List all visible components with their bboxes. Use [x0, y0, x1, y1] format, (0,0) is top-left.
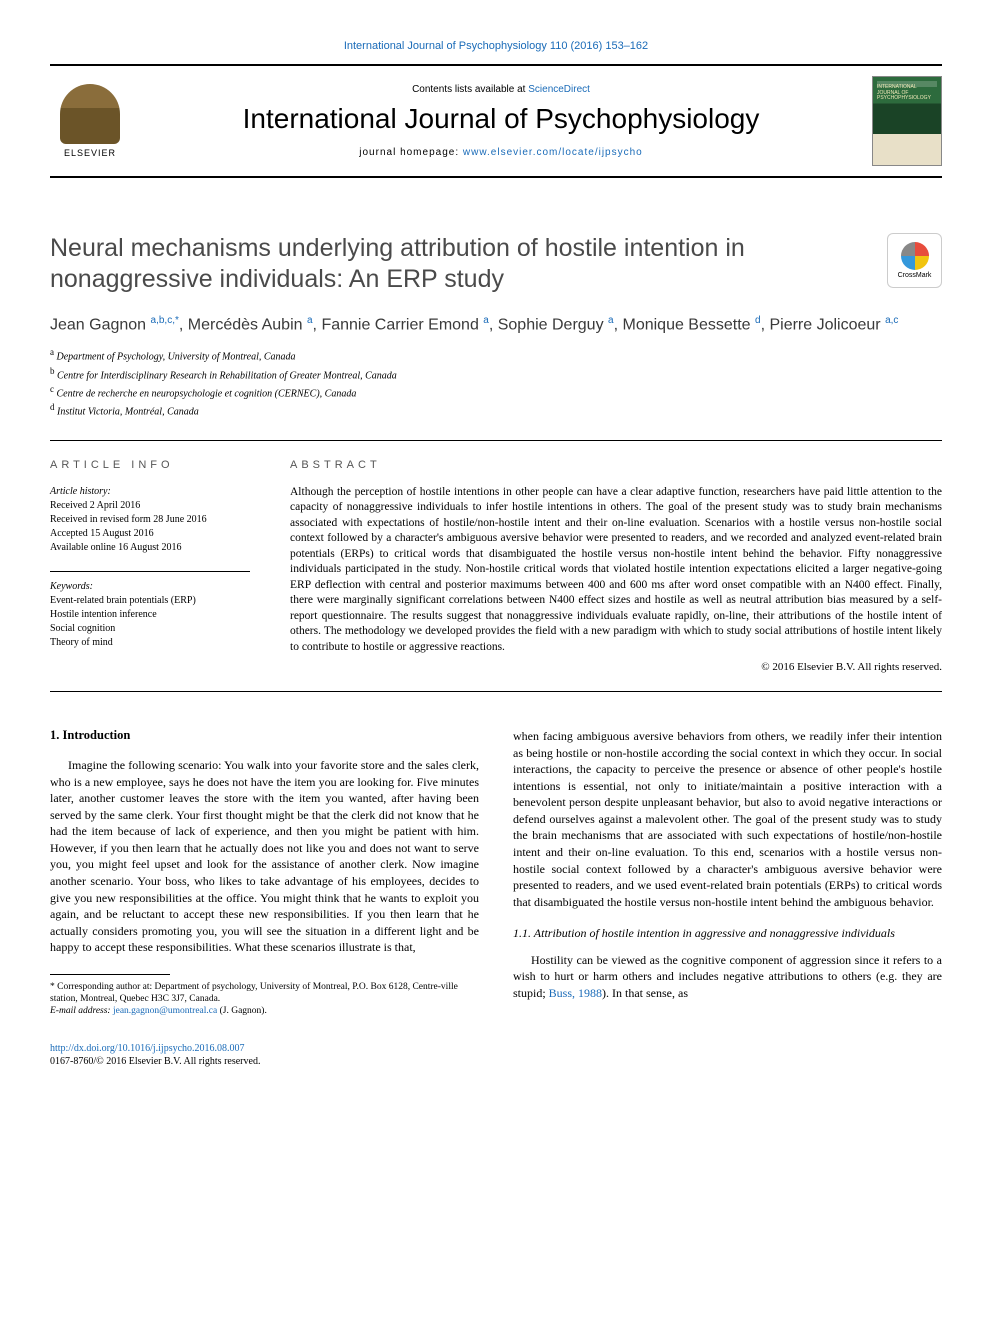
contents-line: Contents lists available at ScienceDirec…	[130, 84, 872, 95]
affiliation-line: b Centre for Interdisciplinary Research …	[50, 365, 942, 383]
page-footer: http://dx.doi.org/10.1016/j.ijpsycho.201…	[50, 1042, 942, 1068]
issn-copyright: 0167-8760/© 2016 Elsevier B.V. All right…	[50, 1056, 260, 1067]
history-line: Accepted 15 August 2016	[50, 527, 250, 541]
abstract-label: abstract	[290, 459, 942, 471]
affiliation-line: a Department of Psychology, University o…	[50, 346, 942, 364]
email-person: (J. Gagnon).	[220, 1006, 267, 1016]
history-line: Available online 16 August 2016	[50, 541, 250, 555]
journal-header: ELSEVIER Contents lists available at Sci…	[50, 64, 942, 178]
citation-link[interactable]: Buss, 1988	[549, 986, 602, 1000]
elsevier-tree-icon	[60, 84, 120, 144]
intro-paragraph: Imagine the following scenario: You walk…	[50, 757, 479, 956]
crossmark-badge[interactable]: CrossMark	[887, 233, 942, 288]
email-footnote: E-mail address: jean.gagnon@umontreal.ca…	[50, 1005, 479, 1017]
affiliation-line: d Institut Victoria, Montréal, Canada	[50, 401, 942, 419]
crossmark-label: CrossMark	[898, 272, 932, 279]
subsection-heading: 1.1. Attribution of hostile intention in…	[513, 926, 942, 942]
abstract-copyright: © 2016 Elsevier B.V. All rights reserved…	[290, 661, 942, 673]
homepage-prefix: journal homepage:	[359, 147, 463, 158]
journal-name: International Journal of Psychophysiolog…	[130, 103, 872, 135]
history-line: Received 2 April 2016	[50, 499, 250, 513]
keyword: Event-related brain potentials (ERP)	[50, 594, 250, 608]
corresponding-author-footnote: * Corresponding author at: Department of…	[50, 981, 479, 1006]
col2-paragraph: when facing ambiguous aversive behaviors…	[513, 728, 942, 910]
contents-prefix: Contents lists available at	[412, 84, 528, 95]
authors-line: Jean Gagnon a,b,c,*, Mercédès Aubin a, F…	[50, 314, 942, 337]
keyword: Social cognition	[50, 622, 250, 636]
history-label: Article history:	[50, 485, 250, 499]
article-title: Neural mechanisms underlying attribution…	[50, 233, 942, 296]
email-label: E-mail address:	[50, 1006, 111, 1016]
journal-cover-thumb: INTERNATIONAL JOURNAL OF PSYCHOPHYSIOLOG…	[872, 76, 942, 166]
homepage-link[interactable]: www.elsevier.com/locate/ijpsycho	[463, 147, 643, 158]
subsection-paragraph: Hostility can be viewed as the cognitive…	[513, 952, 942, 1002]
article-info-label: article info	[50, 459, 250, 471]
author-email-link[interactable]: jean.gagnon@umontreal.ca	[113, 1006, 217, 1016]
running-header: International Journal of Psychophysiolog…	[50, 40, 942, 52]
abstract-text: Although the perception of hostile inten…	[290, 485, 942, 656]
intro-heading: 1. Introduction	[50, 728, 479, 743]
crossmark-icon	[901, 242, 929, 270]
history-line: Received in revised form 28 June 2016	[50, 513, 250, 527]
keywords-block: Keywords: Event-related brain potentials…	[50, 571, 250, 650]
footnote-rule	[50, 974, 170, 975]
keyword: Theory of mind	[50, 636, 250, 650]
doi-link[interactable]: http://dx.doi.org/10.1016/j.ijpsycho.201…	[50, 1043, 245, 1054]
journal-homepage: journal homepage: www.elsevier.com/locat…	[130, 147, 872, 158]
keywords-label: Keywords:	[50, 580, 250, 594]
keyword: Hostile intention inference	[50, 608, 250, 622]
sciencedirect-link[interactable]: ScienceDirect	[528, 84, 590, 95]
affiliation-line: c Centre de recherche en neuropsychologi…	[50, 383, 942, 401]
elsevier-logo: ELSEVIER	[50, 76, 130, 166]
publisher-label: ELSEVIER	[64, 148, 116, 158]
cover-label: INTERNATIONAL JOURNAL OF PSYCHOPHYSIOLOG…	[877, 85, 937, 102]
affiliations: a Department of Psychology, University o…	[50, 346, 942, 419]
divider	[50, 691, 942, 692]
article-history: Article history: Received 2 April 2016Re…	[50, 485, 250, 555]
sub-para-suffix: ). In that sense, as	[602, 986, 688, 1000]
